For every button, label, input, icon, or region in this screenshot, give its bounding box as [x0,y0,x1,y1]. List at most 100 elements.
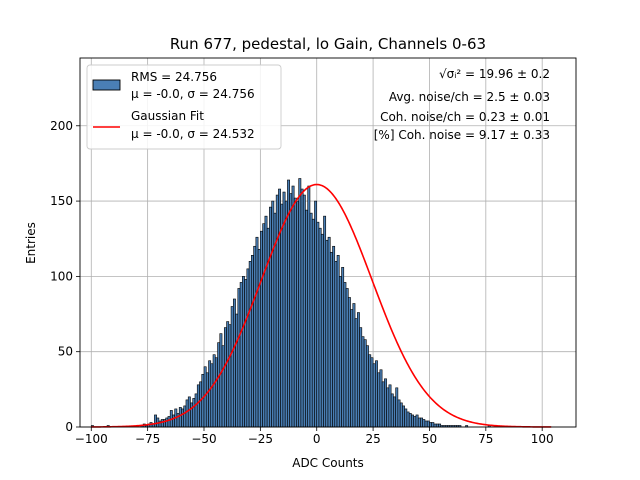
histogram-bar [208,360,212,428]
histogram-bar [334,261,338,428]
histogram-bar [435,423,439,428]
histogram-bar [314,200,318,428]
histogram-bar [284,200,288,428]
x-tick-label: −75 [135,432,160,446]
histogram-bar [438,423,442,428]
histogram-bar [406,411,410,428]
statistics-annotations: √σᵢ² = 19.96 ± 0.2 Avg. noise/ch = 2.5 ±… [374,67,550,142]
legend-box [86,64,282,150]
histogram-bar [411,414,414,428]
histogram-bar [223,327,227,428]
x-axis-ticks: −100 −75 −50 −25 0 25 50 75 100 [75,427,554,446]
y-axis-ticks: 0 50 100 150 200 [50,119,80,434]
histogram-bar [390,393,394,428]
histogram-bar [327,236,331,428]
histogram-bar [415,414,419,428]
histogram-bar [296,200,299,428]
histogram-bar [282,191,286,428]
histogram-bar [386,387,390,428]
legend-entry-fit: Gaussian Fit [131,109,204,123]
x-tick-label: 100 [531,432,554,446]
y-tick-label: 50 [58,345,73,359]
x-tick-label: −100 [75,432,108,446]
histogram-bar [226,321,230,428]
x-tick-label: 0 [313,432,321,446]
histogram-bar [244,279,248,428]
y-tick-label: 0 [65,420,73,434]
histogram-bar [363,339,367,428]
histogram-bar [357,312,360,428]
histogram-bar [332,245,336,428]
histogram-bar [307,185,311,428]
histogram-bar [300,188,304,428]
histogram-bar [329,251,333,428]
histogram-bar [291,185,295,428]
histogram-bar [336,255,340,428]
histogram-bar [426,420,430,428]
histogram-bar [323,215,327,428]
x-axis-label: ADC Counts [292,456,364,470]
histogram-bar [219,333,223,428]
histogram-bar [318,227,322,428]
histogram-bar [201,373,205,428]
histogram-bar [408,413,412,428]
histogram-bar [350,309,354,428]
histogram-bar [370,357,374,428]
histogram-bar [305,209,309,428]
histogram-bar [289,193,293,428]
plot-area-frame [79,57,577,428]
histogram-bar [343,282,347,428]
histogram-bar [352,303,356,428]
histogram-bar [429,422,433,428]
histogram-bar [160,419,164,428]
histogram-bar [167,416,171,428]
histogram-bar [262,223,266,428]
histogram-bar [393,396,396,428]
legend-entry-rms-stats: μ = -0.0, σ = 24.756 [131,87,255,101]
y-tick-label: 100 [50,269,73,283]
histogram-bar [253,245,257,428]
histogram-bar [194,393,198,428]
histogram-bar [320,233,324,428]
histogram-bar [404,408,408,428]
y-axis-label: Entries [24,222,38,264]
histogram-bar [255,236,259,428]
histogram-bar [402,405,405,428]
annotation-sqrt-sigma: √σᵢ² = 19.96 ± 0.2 [439,67,550,81]
histogram-bar [395,387,399,428]
histogram-bar [228,324,232,428]
histogram-bar [187,396,191,428]
histogram-bar [388,384,392,428]
histogram-bar [264,215,268,428]
histogram-bar [185,399,189,428]
histogram-bar [239,282,243,428]
histogram-bar [221,345,225,428]
histogram-bar [172,414,175,428]
histogram-bar [302,194,306,428]
histogram-bar [199,381,203,428]
y-tick-label: 200 [50,119,73,133]
histogram-bar [381,381,385,428]
histogram-bar [413,416,417,428]
histogram-bar [377,372,381,428]
histogram-bar [316,221,320,428]
histogram-bar [192,398,196,428]
histogram-bar [420,417,423,428]
histogram-bar [384,378,387,428]
histogram-bar [399,402,403,428]
histogram-bar [417,417,421,428]
histogram-bar [325,239,329,428]
histogram-bar [242,276,245,428]
histogram-bar [165,417,169,428]
histogram-bar [246,268,250,428]
histogram-bar [190,402,194,428]
histogram-bar [361,336,365,428]
histogram-bar [235,313,239,428]
histogram-bar [293,197,297,428]
annotation-sqrt-sigma-prefix: √σᵢ² [439,67,461,81]
histogram-bar [354,318,358,428]
x-tick-label: 50 [422,432,437,446]
y-tick-label: 150 [50,194,73,208]
histogram-bar [338,276,342,428]
